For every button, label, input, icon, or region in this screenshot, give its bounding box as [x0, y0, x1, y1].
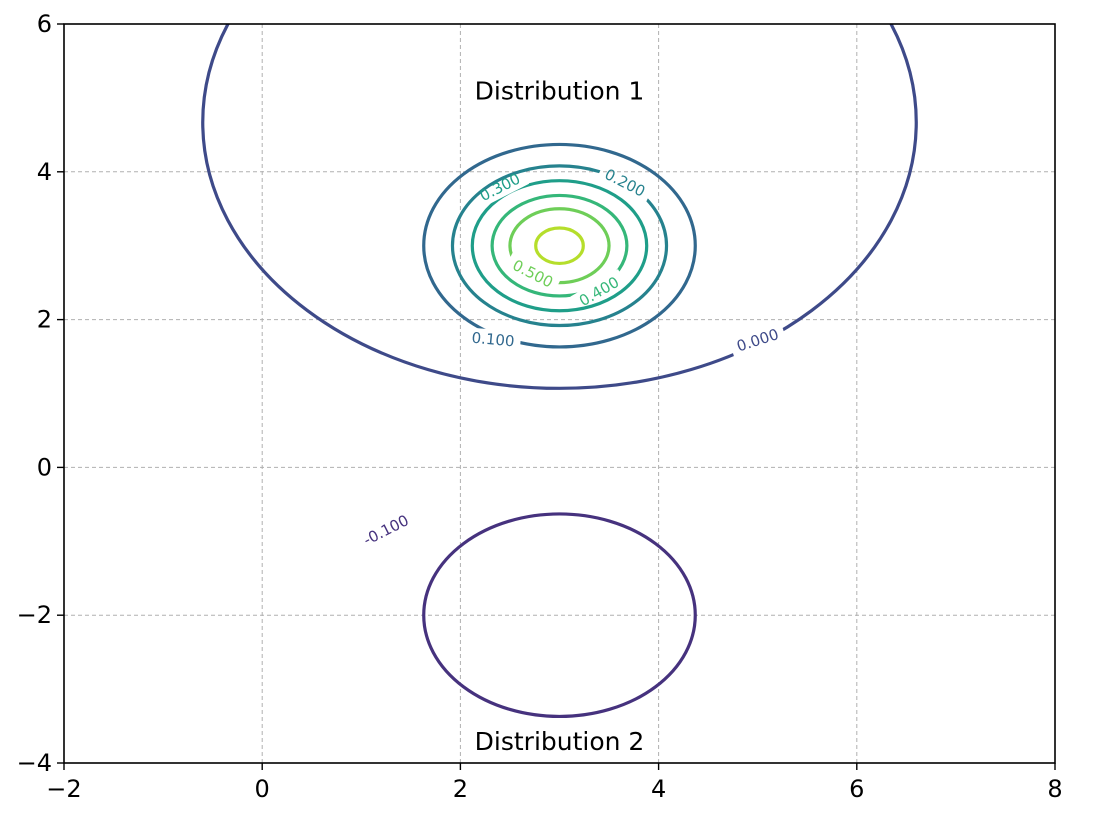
x-tick-label: 4 — [651, 775, 666, 803]
x-tick-label: 0 — [255, 775, 270, 803]
y-tick-label: −4 — [17, 749, 52, 777]
contour-label: 0.100 — [471, 329, 515, 351]
x-tick-label: 8 — [1047, 775, 1062, 803]
contour-lines — [201, 24, 918, 719]
contour-line — [201, 24, 918, 390]
contour-label: -0.100 — [360, 511, 411, 549]
x-tick-label: −2 — [46, 775, 81, 803]
grid-lines — [64, 24, 1055, 763]
y-axis: −4 −2 0 2 4 6 — [17, 10, 64, 777]
x-axis: −2 0 2 4 6 8 — [46, 763, 1063, 803]
y-tick-label: 4 — [37, 158, 52, 186]
contour-line — [422, 512, 697, 719]
contour-line — [470, 179, 649, 313]
annotation-distribution-2: Distribution 2 — [475, 727, 645, 756]
plot-frame — [63, 23, 1056, 764]
y-tick-label: 2 — [37, 306, 52, 334]
contour-line — [534, 226, 585, 266]
x-tick-label: 6 — [849, 775, 864, 803]
contour-line — [450, 164, 669, 328]
y-tick-label: −2 — [17, 601, 52, 629]
contour-line — [422, 142, 697, 349]
contour-label: 0.200 — [602, 165, 648, 201]
contour-line — [508, 207, 611, 285]
contour-label: 0.000 — [734, 325, 780, 355]
annotation-distribution-1: Distribution 1 — [475, 77, 645, 106]
y-tick-label: 6 — [37, 10, 52, 38]
contour-line — [490, 193, 629, 298]
y-tick-label: 0 — [37, 453, 52, 481]
x-tick-label: 2 — [453, 775, 468, 803]
